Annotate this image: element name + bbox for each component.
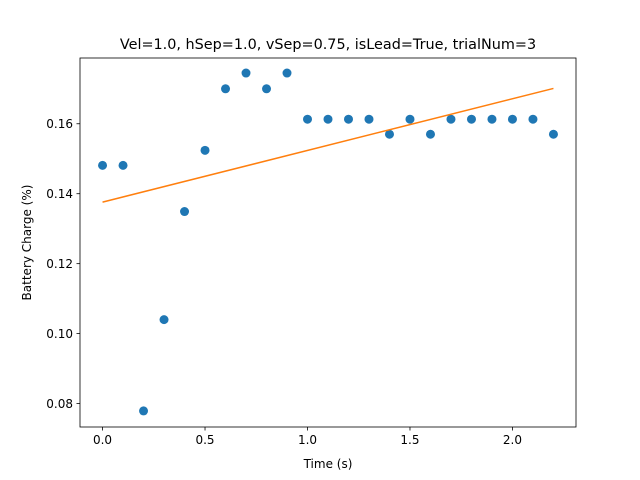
chart-title: Vel=1.0, hSep=1.0, vSep=0.75, isLead=Tru…	[120, 37, 536, 53]
axes-frame	[79, 57, 577, 428]
scatter-point	[200, 145, 210, 155]
scatter-point	[282, 68, 292, 78]
y-axis: 0.08 0.10 0.12 0.14 0.16	[46, 117, 80, 411]
x-tick-label: 0.5	[195, 433, 214, 447]
x-axis-label: Time (s)	[303, 457, 353, 471]
scatter-point	[303, 114, 313, 124]
scatter-point	[343, 114, 353, 124]
scatter-point	[405, 114, 415, 124]
x-tick-label: 1.5	[400, 433, 419, 447]
y-axis-label: Battery Charge (%)	[20, 185, 34, 301]
scatter-point	[384, 129, 394, 139]
trend-line	[102, 87, 554, 203]
scatter-point	[159, 315, 169, 325]
y-tick-label: 0.10	[46, 327, 73, 341]
scatter-point	[221, 84, 231, 94]
x-tick-label: 1.0	[298, 433, 317, 447]
scatter-point	[98, 160, 108, 170]
scatter-point	[548, 129, 558, 139]
scatter-point	[118, 160, 128, 170]
scatter-point	[262, 84, 272, 94]
y-tick-label: 0.08	[46, 397, 73, 411]
y-tick-label: 0.14	[46, 187, 73, 201]
x-tick-label: 0.0	[93, 433, 112, 447]
y-tick-label: 0.12	[46, 257, 73, 271]
y-tick-label: 0.16	[46, 117, 73, 131]
scatter-point	[139, 406, 149, 416]
scatter-point	[487, 114, 497, 124]
scatter-point	[180, 207, 190, 217]
scatter-point	[323, 114, 333, 124]
scatter-point	[507, 114, 517, 124]
scatter-point	[446, 114, 456, 124]
x-axis: 0.0 0.5 1.0 1.5 2.0	[93, 427, 522, 447]
x-tick-label: 2.0	[503, 433, 522, 447]
plot-area	[98, 68, 558, 416]
scatter-point	[466, 114, 476, 124]
scatter-point	[425, 129, 435, 139]
scatter-point	[528, 114, 538, 124]
scatter-point	[241, 68, 251, 78]
scatter-point	[364, 114, 374, 124]
